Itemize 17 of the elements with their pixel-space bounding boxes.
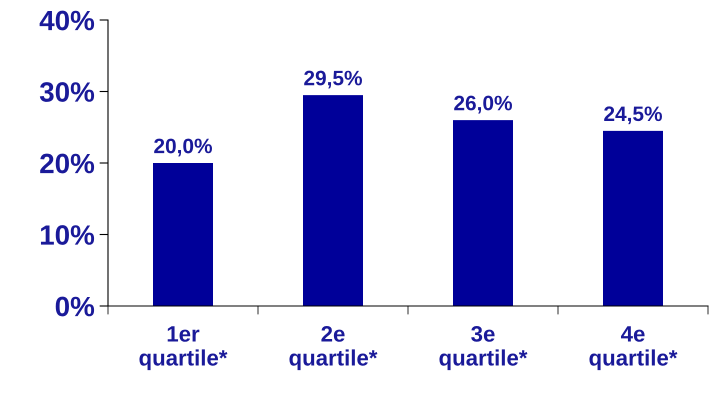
data-label: 24,5% — [604, 106, 662, 124]
bar — [603, 130, 663, 306]
x-tick-label: 4e quartile* — [589, 326, 678, 370]
y-tick-label: 20% — [40, 154, 94, 174]
bar — [303, 95, 363, 306]
bar — [153, 163, 213, 306]
y-tick-label: 0% — [56, 296, 94, 316]
x-tick-label: 1er quartile* — [139, 326, 228, 370]
data-label: 26,0% — [454, 96, 512, 114]
x-tick-label: 2e quartile* — [289, 326, 378, 370]
y-tick-label: 40% — [40, 10, 94, 30]
bar — [453, 120, 513, 306]
y-tick-label: 30% — [40, 82, 94, 102]
data-label: 20,0% — [154, 138, 212, 156]
x-tick-label: 3e quartile* — [439, 326, 528, 370]
data-label: 29,5% — [304, 70, 362, 88]
y-tick-label: 10% — [40, 225, 94, 245]
